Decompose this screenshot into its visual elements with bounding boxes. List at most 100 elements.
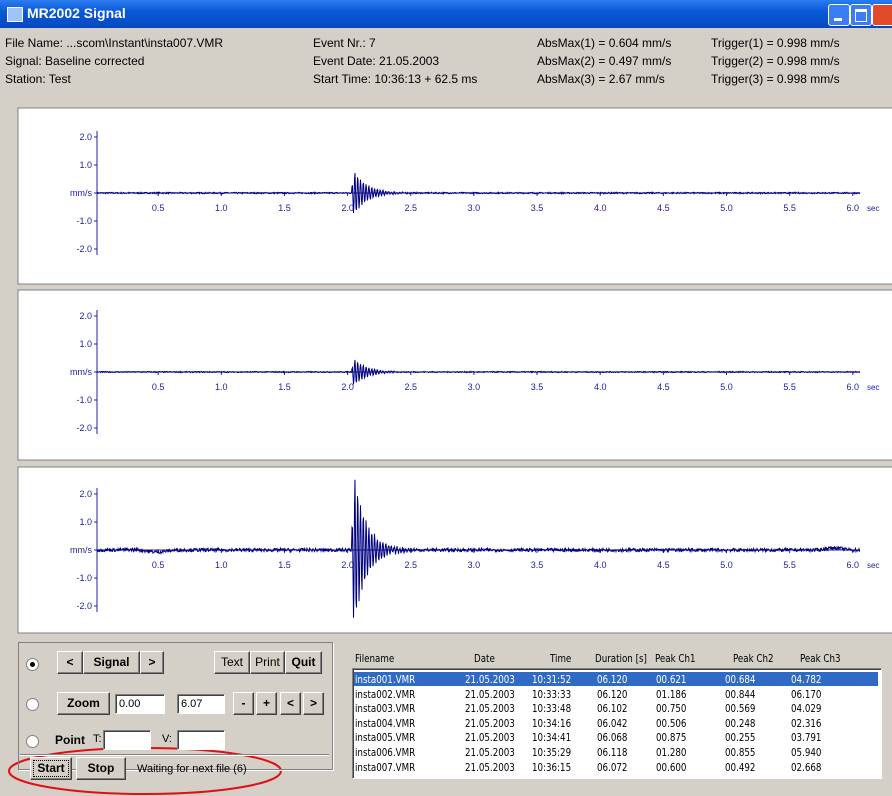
x-axis-label: 1.0 <box>215 382 228 392</box>
header-field: Trigger(3) = 0.998 mm/s <box>711 72 840 86</box>
table-cell: 06.170 <box>791 687 822 701</box>
x-axis-label: 1.5 <box>278 203 291 213</box>
y-axis-label: -2.0 <box>76 423 92 433</box>
zoom-nav-button[interactable]: > <box>303 692 324 715</box>
v-label: V: <box>162 733 172 745</box>
signal-button[interactable]: < <box>57 651 83 674</box>
table-cell: 00.855 <box>725 746 756 759</box>
x-axis-label: 0.5 <box>152 560 165 570</box>
table-header: Date <box>474 652 495 665</box>
x-axis-label: 6.0 <box>847 382 860 392</box>
x-axis-label: 2.5 <box>404 203 417 213</box>
zoom-nav-button[interactable]: < <box>280 692 301 715</box>
close-button[interactable] <box>872 4 892 26</box>
v-input[interactable] <box>177 730 225 750</box>
selected-row[interactable] <box>354 672 878 686</box>
table-cell: 00.506 <box>656 716 687 730</box>
table-cell: 02.668 <box>791 760 822 774</box>
table-cell: 05.940 <box>791 746 822 759</box>
table-cell: 06.118 <box>597 746 628 759</box>
table-cell: 06.120 <box>597 673 628 686</box>
signal-trace <box>96 359 861 385</box>
table-cell: 00.569 <box>725 702 756 716</box>
table-cell: 03.791 <box>791 731 822 745</box>
header-field: Trigger(2) = 0.998 mm/s <box>711 54 840 68</box>
radio-button[interactable] <box>26 698 39 711</box>
y-axis-label: 1.0 <box>79 339 92 349</box>
x-axis-unit: sec <box>867 561 879 570</box>
header-field: Station: Test <box>5 72 71 86</box>
table-cell: 10:34:16 <box>532 716 572 730</box>
table-cell: 21.05.2003 <box>465 760 515 774</box>
table-cell: 06.120 <box>597 687 628 701</box>
table-cell: 21.05.2003 <box>465 673 515 686</box>
table-cell: insta005.VMR <box>355 731 416 745</box>
table-cell: 00.248 <box>725 716 756 730</box>
zoom-from-input[interactable]: 0.00 <box>115 694 165 714</box>
signal-button[interactable]: Signal <box>83 651 140 674</box>
x-axis-label: 6.0 <box>847 203 860 213</box>
start-button[interactable]: Start <box>30 757 72 780</box>
table-cell: 00.844 <box>725 687 756 701</box>
x-axis-label: 4.0 <box>594 560 607 570</box>
table-cell: 10:33:33 <box>532 687 572 701</box>
header-field: File Name: ...scom\Instant\insta007.VMR <box>5 36 224 50</box>
signal-trace <box>96 172 861 214</box>
radio-button[interactable] <box>26 735 39 748</box>
x-axis-label: 0.5 <box>152 382 165 392</box>
zoom-nav-button[interactable]: - <box>233 692 254 715</box>
x-axis-label: 4.5 <box>657 203 670 213</box>
signal-trace <box>96 479 861 618</box>
x-axis-label: 0.5 <box>152 203 165 213</box>
y-axis-label: 1.0 <box>79 160 92 170</box>
x-axis-unit: sec <box>867 383 879 392</box>
x-axis-label: 3.0 <box>468 382 481 392</box>
x-axis-label: 5.5 <box>783 382 796 392</box>
x-axis-label: 1.5 <box>278 560 291 570</box>
table-cell: 00.621 <box>656 673 687 686</box>
action-button[interactable]: Print <box>250 651 285 674</box>
action-button[interactable]: Text <box>214 651 250 674</box>
zoom-to-input[interactable]: 6.07 <box>177 694 225 714</box>
zoom-nav-button[interactable]: + <box>256 692 277 715</box>
y-axis-label: mm/s <box>70 188 92 198</box>
x-axis-label: 3.5 <box>531 560 544 570</box>
x-axis-label: 2.0 <box>341 203 354 213</box>
signal-button[interactable]: > <box>140 651 164 674</box>
radio-button[interactable] <box>26 658 39 671</box>
table-cell: 21.05.2003 <box>465 746 515 759</box>
y-axis-label: -2.0 <box>76 244 92 254</box>
y-axis-label: 2.0 <box>79 311 92 321</box>
table-cell: insta002.VMR <box>355 687 416 701</box>
table-cell: 04.782 <box>791 673 822 686</box>
action-button[interactable]: Quit <box>285 651 322 674</box>
y-axis-label: 2.0 <box>79 132 92 142</box>
minimize-button[interactable] <box>828 4 850 26</box>
table-cell: 02.316 <box>791 716 822 730</box>
table-cell: insta004.VMR <box>355 716 416 730</box>
table-cell: 00.684 <box>725 673 756 686</box>
table-cell: 21.05.2003 <box>465 687 515 701</box>
x-axis-label: 3.5 <box>531 382 544 392</box>
maximize-button[interactable] <box>850 4 872 26</box>
zoom-button[interactable]: Zoom <box>57 692 110 715</box>
header-field: Event Nr.: 7 <box>313 36 376 50</box>
x-axis-label: 2.0 <box>341 560 354 570</box>
table-cell: 10:33:48 <box>532 702 572 716</box>
stop-button[interactable]: Stop <box>76 757 126 780</box>
table-cell: 21.05.2003 <box>465 702 515 716</box>
header-field: AbsMax(3) = 2.67 mm/s <box>537 72 665 86</box>
x-axis-label: 1.5 <box>278 382 291 392</box>
t-input[interactable] <box>103 730 151 750</box>
table-cell: 06.068 <box>597 731 628 745</box>
table-cell: 21.05.2003 <box>465 731 515 745</box>
x-axis-label: 2.5 <box>404 560 417 570</box>
header-field: Trigger(1) = 0.998 mm/s <box>711 36 840 50</box>
x-axis-label: 4.0 <box>594 382 607 392</box>
app-icon <box>7 7 23 22</box>
x-axis-label: 1.0 <box>215 560 228 570</box>
file-listbox[interactable] <box>352 668 882 779</box>
table-cell: 04.029 <box>791 702 822 716</box>
point-label: Point <box>55 733 85 747</box>
